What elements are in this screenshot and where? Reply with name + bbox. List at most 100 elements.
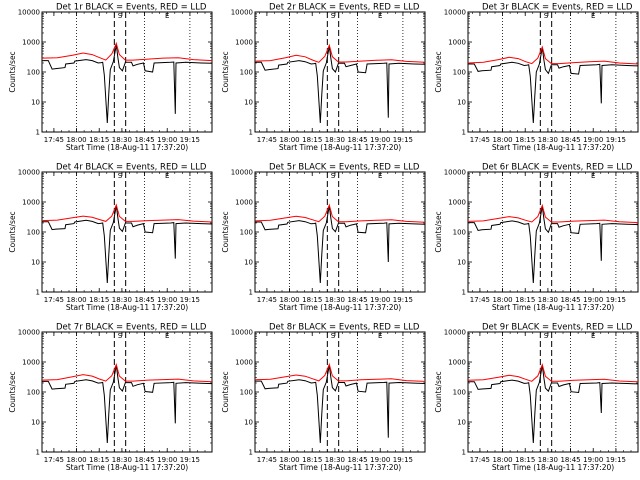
y-tick-label: 1000 (22, 199, 40, 207)
y-tick-label: 1 (36, 449, 40, 457)
y-tick-label: 10 (244, 259, 253, 267)
y-tick-label: 10 (457, 419, 466, 427)
x-tick-label: 19:15 (393, 296, 413, 304)
x-tick-label: 18:15 (89, 456, 109, 464)
x-tick-label: 17:45 (257, 296, 277, 304)
x-tick-label: 19:15 (606, 456, 626, 464)
x-tick-label: 18:45 (347, 456, 367, 464)
y-tick-label: 1 (462, 289, 466, 297)
y-tick-label: 1000 (448, 39, 466, 47)
y-axis-label: Counts/sec (8, 371, 17, 412)
plot-frame (254, 171, 426, 293)
x-tick-label: 19:15 (393, 136, 413, 144)
y-tick-label: 10 (31, 259, 40, 267)
panel-9: Det 9r BLACK = Events, RED = LLD 1 10 100 10… (434, 323, 639, 472)
marker-label-s: S (118, 172, 123, 180)
x-tick-label: 17:45 (470, 136, 490, 144)
panel-3: Det 3r BLACK = Events, RED = LLD 1 10 100 10… (434, 3, 639, 152)
y-tick-label: 10000 (231, 9, 253, 17)
y-tick-label: 10 (457, 259, 466, 267)
panel-title: Det 2r BLACK = Events, RED = LLD (269, 3, 420, 13)
x-axis-label: Start Time (18-Aug-11 17:37:20) (492, 143, 614, 152)
y-tick-label: 10 (244, 99, 253, 107)
y-axis-label: Counts/sec (221, 51, 230, 92)
marker-label-e: E (591, 172, 595, 180)
x-tick-label: 18:45 (560, 456, 580, 464)
x-tick-label: 18:45 (560, 136, 580, 144)
x-tick-label: 17:45 (470, 456, 490, 464)
y-tick-label: 1 (249, 289, 253, 297)
y-tick-label: 100 (27, 69, 40, 77)
y-tick-label: 1000 (235, 199, 253, 207)
series-events-line (468, 47, 638, 124)
x-tick-label: 17:45 (257, 456, 277, 464)
y-tick-label: 10000 (444, 9, 466, 17)
marker-label-e: E (378, 172, 382, 180)
panel-title: Det 5r BLACK = Events, RED = LLD (269, 163, 420, 173)
panel-4: Det 4r BLACK = Events, RED = LLD 1 10 100 10… (8, 163, 213, 312)
x-tick-label: 17:45 (44, 296, 64, 304)
x-tick-label: 18:30 (112, 296, 132, 304)
y-tick-label: 100 (27, 389, 40, 397)
y-tick-label: 100 (453, 229, 466, 237)
x-tick-label: 18:15 (89, 136, 109, 144)
y-tick-label: 1000 (22, 359, 40, 367)
series-events-line (255, 205, 425, 284)
plot-frame (467, 11, 639, 133)
y-tick-label: 10000 (18, 329, 40, 337)
y-axis-label: Counts/sec (8, 51, 17, 92)
x-tick-label: 19:15 (180, 456, 200, 464)
panel-6: Det 6r BLACK = Events, RED = LLD 1 10 100 10… (434, 163, 639, 312)
panel-title: Det 3r BLACK = Events, RED = LLD (482, 3, 633, 13)
y-tick-label: 1000 (235, 359, 253, 367)
panel-title: Det 1r BLACK = Events, RED = LLD (56, 3, 207, 13)
x-tick-label: 19:00 (583, 296, 603, 304)
y-tick-label: 10 (244, 419, 253, 427)
x-tick-label: 18:00 (492, 136, 512, 144)
series-lld-line (42, 41, 212, 62)
y-axis-label: Counts/sec (221, 371, 230, 412)
x-tick-label: 19:00 (157, 136, 177, 144)
y-axis-label: Counts/sec (221, 211, 230, 252)
series-lld-line (255, 362, 425, 382)
x-axis-label: Start Time (18-Aug-11 17:37:20) (66, 463, 188, 472)
x-tick-label: 19:15 (606, 136, 626, 144)
y-tick-label: 10 (31, 419, 40, 427)
x-tick-label: 18:00 (279, 456, 299, 464)
panel-5: Det 5r BLACK = Events, RED = LLD 1 10 100 10… (221, 163, 426, 312)
panel-title: Det 9r BLACK = Events, RED = LLD (482, 323, 633, 333)
plot-frame (41, 331, 213, 453)
y-tick-label: 10000 (231, 169, 253, 177)
x-tick-label: 18:45 (134, 296, 154, 304)
plot-frame (41, 171, 213, 293)
y-tick-label: 10000 (18, 169, 40, 177)
y-tick-label: 10000 (18, 9, 40, 17)
y-tick-label: 10000 (231, 329, 253, 337)
y-tick-label: 100 (240, 229, 253, 237)
marker-label-e: E (165, 332, 169, 340)
y-axis-label: Counts/sec (8, 211, 17, 252)
x-tick-label: 18:00 (492, 296, 512, 304)
x-tick-label: 19:15 (606, 296, 626, 304)
y-tick-label: 100 (240, 389, 253, 397)
series-events-line (42, 205, 212, 284)
x-tick-label: 19:15 (393, 456, 413, 464)
marker-label-s: S (544, 332, 549, 340)
x-tick-label: 18:30 (538, 456, 558, 464)
x-tick-label: 18:15 (515, 136, 535, 144)
y-tick-label: 1000 (22, 39, 40, 47)
panel-7: Det 7r BLACK = Events, RED = LLD 1 10 100 10… (8, 323, 213, 472)
x-tick-label: 19:00 (370, 296, 390, 304)
plot-frame (41, 11, 213, 133)
series-events-line (255, 365, 425, 444)
x-tick-label: 18:30 (112, 136, 132, 144)
x-tick-label: 18:45 (134, 136, 154, 144)
y-tick-label: 1000 (235, 39, 253, 47)
x-tick-label: 18:30 (325, 136, 345, 144)
y-tick-label: 1 (249, 449, 253, 457)
series-events-line (42, 365, 212, 444)
y-tick-label: 1 (462, 449, 466, 457)
series-lld-line (468, 363, 638, 383)
x-tick-label: 18:15 (302, 456, 322, 464)
